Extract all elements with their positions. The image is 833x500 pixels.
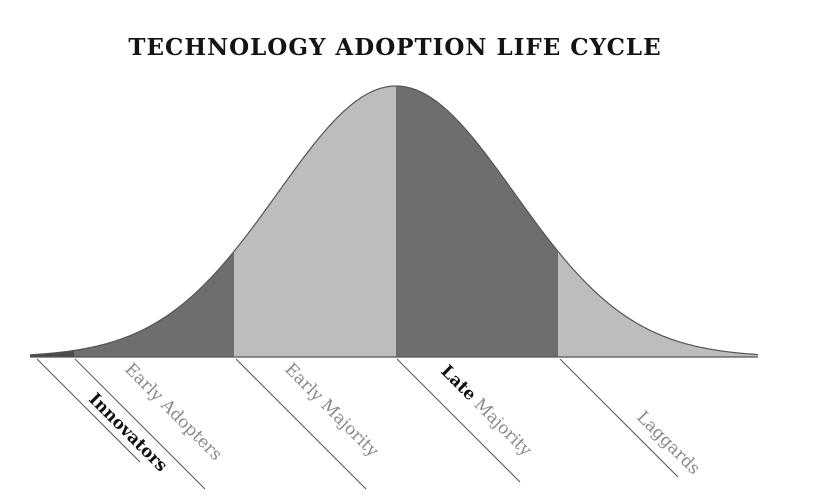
leader-line-laggards <box>559 358 679 478</box>
label-late-majority: Late Majority <box>436 361 535 460</box>
leader-line-late-majority <box>396 358 521 483</box>
label-leader-lines <box>36 358 679 490</box>
leader-line-early-majority <box>235 358 367 490</box>
label-early-majority: Early Majority <box>280 359 382 461</box>
leader-line-innovators <box>36 358 141 463</box>
segment-laggards <box>558 86 758 357</box>
label-laggards: Laggards <box>632 407 703 478</box>
leader-line-early-adopters <box>74 358 206 490</box>
diagram-title: TECHNOLOGY ADOPTION LIFE CYCLE <box>128 34 662 61</box>
segment-innovators <box>30 86 74 357</box>
label-majority-word: Majority <box>466 391 536 461</box>
segment-early-adopters <box>74 86 234 357</box>
bell-curve-outline <box>29 85 759 356</box>
bell-curve-segments <box>30 86 758 357</box>
